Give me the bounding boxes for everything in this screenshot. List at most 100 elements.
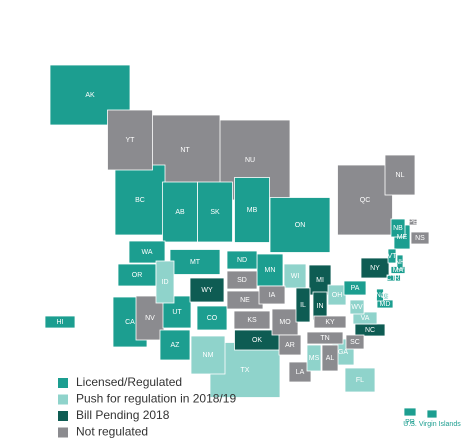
legend-swatch [58, 394, 68, 405]
region-shape [408, 218, 418, 226]
legend-label: Not regulated [76, 425, 148, 439]
region-label: IN [317, 303, 324, 310]
region-label: MO [279, 319, 291, 326]
region-shape [410, 231, 430, 245]
region-shape [189, 277, 225, 303]
legend: Licensed/Regulated Push for regulation in… [58, 375, 236, 439]
region-label: VA [361, 315, 370, 322]
region-label: HI [57, 319, 64, 326]
region-shape [390, 218, 406, 238]
region-shape [44, 315, 76, 329]
region-label: CT [386, 275, 396, 282]
region-label: OR [132, 272, 143, 279]
region-shape [226, 270, 258, 290]
region-shape [321, 344, 339, 372]
region-label: NE [240, 297, 250, 304]
legend-label: Push for regulation in 2018/19 [76, 392, 236, 406]
region-label: U.S. Virgin Islands [403, 421, 461, 428]
legend-swatch [58, 378, 68, 388]
region-label: DE [381, 293, 391, 300]
region-shape [395, 274, 401, 282]
region-label: ME [397, 234, 408, 241]
region-label: NM [203, 352, 214, 359]
region-label: WV [351, 304, 363, 311]
region-shape [128, 240, 166, 264]
region-label: NC [365, 327, 375, 334]
region-label: SD [237, 277, 247, 284]
region-label: AL [326, 355, 335, 362]
region-shape [159, 329, 191, 361]
region-shape [283, 263, 307, 289]
region-label: KS [247, 317, 257, 324]
region-shape [196, 305, 228, 331]
region-shape [288, 361, 312, 383]
region-label: MD [380, 301, 391, 308]
region-shape [162, 181, 198, 243]
region-shape [295, 287, 311, 323]
region-label: AR [285, 342, 295, 349]
region-shape [376, 299, 394, 309]
region-label: AK [85, 92, 95, 99]
region-shape [396, 254, 404, 270]
region-shape [345, 334, 365, 350]
region-label: KY [325, 319, 335, 326]
region-label: WI [291, 273, 300, 280]
region-label: PR [405, 419, 415, 426]
region-label: CO [207, 315, 218, 322]
region-label: LA [296, 369, 305, 376]
region-shape [383, 292, 389, 300]
region-label: NJ [376, 292, 385, 299]
region-label: ON [295, 222, 306, 229]
region-label: MN [265, 267, 276, 274]
region-shape [344, 367, 376, 393]
region-label: WA [141, 249, 152, 256]
region-label: BC [135, 197, 145, 204]
region-label: IA [269, 292, 276, 299]
region-shape [352, 311, 378, 325]
region-label: OH [332, 292, 343, 299]
regions: NU NT AK TX QC BC ON YT MB AB SK CA NM MT NV NL AZ OK UT OR… [44, 64, 461, 428]
region-label: QC [360, 197, 371, 204]
region-shape [169, 249, 221, 275]
region-label: SC [350, 339, 360, 346]
region-label: UT [172, 309, 182, 316]
region-label: GA [338, 349, 348, 356]
legend-swatch [58, 411, 68, 421]
region-shape [190, 335, 226, 375]
region-shape [197, 181, 233, 243]
region-label: NL [396, 172, 405, 179]
region-label: IL [300, 302, 306, 309]
region-label: NU [245, 157, 255, 164]
region-shape [155, 260, 175, 304]
region-label: NT [180, 147, 190, 154]
region-label: RI [395, 275, 402, 282]
region-label: MB [247, 207, 258, 214]
region-label: YT [126, 137, 136, 144]
region-label: AB [175, 209, 185, 216]
region-label: AZ [171, 342, 181, 349]
region-shape [234, 177, 270, 243]
legend-label: Bill Pending 2018 [76, 408, 170, 422]
region-label: MT [190, 259, 201, 266]
region-shape [256, 253, 284, 287]
region-label: NB [393, 225, 403, 232]
region-label: CA [125, 319, 135, 326]
region-shape [337, 164, 393, 236]
region-shape [386, 274, 396, 282]
region-label: PE [408, 219, 418, 226]
region-shape [360, 257, 390, 279]
region-shape [426, 409, 438, 419]
region-shape [343, 280, 367, 296]
region-label: MA [393, 267, 404, 274]
region-label: NS [415, 235, 425, 242]
region-label: NV [145, 315, 155, 322]
legend-swatch [58, 427, 68, 438]
region-shape [114, 164, 166, 236]
region-shape [349, 299, 365, 315]
region-label: FL [356, 377, 364, 384]
region-label: OK [252, 337, 262, 344]
region-label: ID [162, 279, 169, 286]
region-shape [306, 331, 344, 345]
legend-label: Licensed/Regulated [76, 375, 182, 389]
